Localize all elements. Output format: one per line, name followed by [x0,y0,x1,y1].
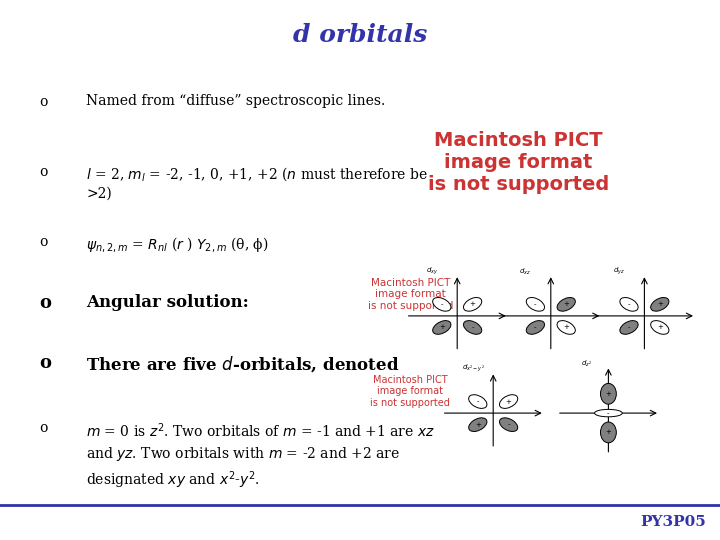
Text: $d_{xz}$: $d_{xz}$ [519,267,531,278]
Text: o: o [40,421,48,435]
Ellipse shape [651,298,669,311]
Text: +: + [475,422,481,428]
Ellipse shape [469,395,487,408]
Text: PY3P05: PY3P05 [640,515,706,529]
Ellipse shape [500,395,518,408]
Text: -: - [607,410,610,416]
Ellipse shape [557,298,575,311]
Text: Macintosh PICT
image format
is not supported: Macintosh PICT image format is not suppo… [428,131,609,193]
Text: +: + [505,399,511,404]
Text: There are five $d$-orbitals, denoted: There are five $d$-orbitals, denoted [86,354,400,374]
Text: +: + [606,429,611,435]
Text: -: - [534,325,536,330]
Text: $d_{xy}$: $d_{xy}$ [426,266,438,278]
Text: -: - [628,301,630,307]
Text: Macintosh PICT
image format
is not supported: Macintosh PICT image format is not suppo… [371,375,450,408]
Ellipse shape [620,321,638,334]
Ellipse shape [595,409,622,417]
Text: +: + [563,325,569,330]
Text: $\psi_{n,2,m}$ = $R_{nl}$ ($r$ ) $Y_{2,m}$ (θ, ϕ): $\psi_{n,2,m}$ = $R_{nl}$ ($r$ ) $Y_{2,m… [86,235,269,254]
Ellipse shape [433,321,451,334]
Ellipse shape [433,298,451,311]
Ellipse shape [620,298,638,311]
Ellipse shape [600,383,616,404]
Text: +: + [657,301,662,307]
Text: -: - [477,399,479,404]
Ellipse shape [526,321,544,334]
Text: Named from “diffuse” spectroscopic lines.: Named from “diffuse” spectroscopic lines… [86,94,386,109]
Text: o: o [40,94,48,109]
Text: o: o [40,165,48,179]
Text: +: + [563,301,569,307]
Text: -: - [472,325,474,330]
Text: $d_{z^2}$: $d_{z^2}$ [580,359,592,368]
Text: Angular solution:: Angular solution: [86,294,249,311]
Text: -: - [441,301,443,307]
Text: o: o [40,294,52,312]
Text: +: + [606,391,611,397]
Ellipse shape [500,418,518,431]
Text: $d_{x^2-y^2}$: $d_{x^2-y^2}$ [462,363,485,375]
Text: $l$ = 2, $m_l$ = -2, -1, 0, +1, +2 ($n$ must therefore be
>2): $l$ = 2, $m_l$ = -2, -1, 0, +1, +2 ($n$ … [86,165,428,201]
Text: -: - [628,325,630,330]
Ellipse shape [526,298,544,311]
Text: o: o [40,235,48,249]
Ellipse shape [600,422,616,443]
Text: +: + [469,301,475,307]
Text: +: + [657,325,662,330]
Text: d orbitals: d orbitals [293,23,427,47]
Text: $m$ = 0 is $z^2$. Two orbitals of $m$ = -1 and +1 are $xz$
and $yz$. Two orbital: $m$ = 0 is $z^2$. Two orbitals of $m$ = … [86,421,436,491]
Text: +: + [439,325,445,330]
Ellipse shape [464,298,482,311]
Ellipse shape [651,321,669,334]
Text: o: o [40,354,52,372]
Ellipse shape [464,321,482,334]
Text: -: - [534,301,536,307]
Text: Macintosh PICT
image format
is not supported: Macintosh PICT image format is not suppo… [368,278,453,311]
Text: $d_{yz}$: $d_{yz}$ [613,266,625,278]
Ellipse shape [557,321,575,334]
Ellipse shape [469,418,487,431]
Text: -: - [508,422,510,428]
